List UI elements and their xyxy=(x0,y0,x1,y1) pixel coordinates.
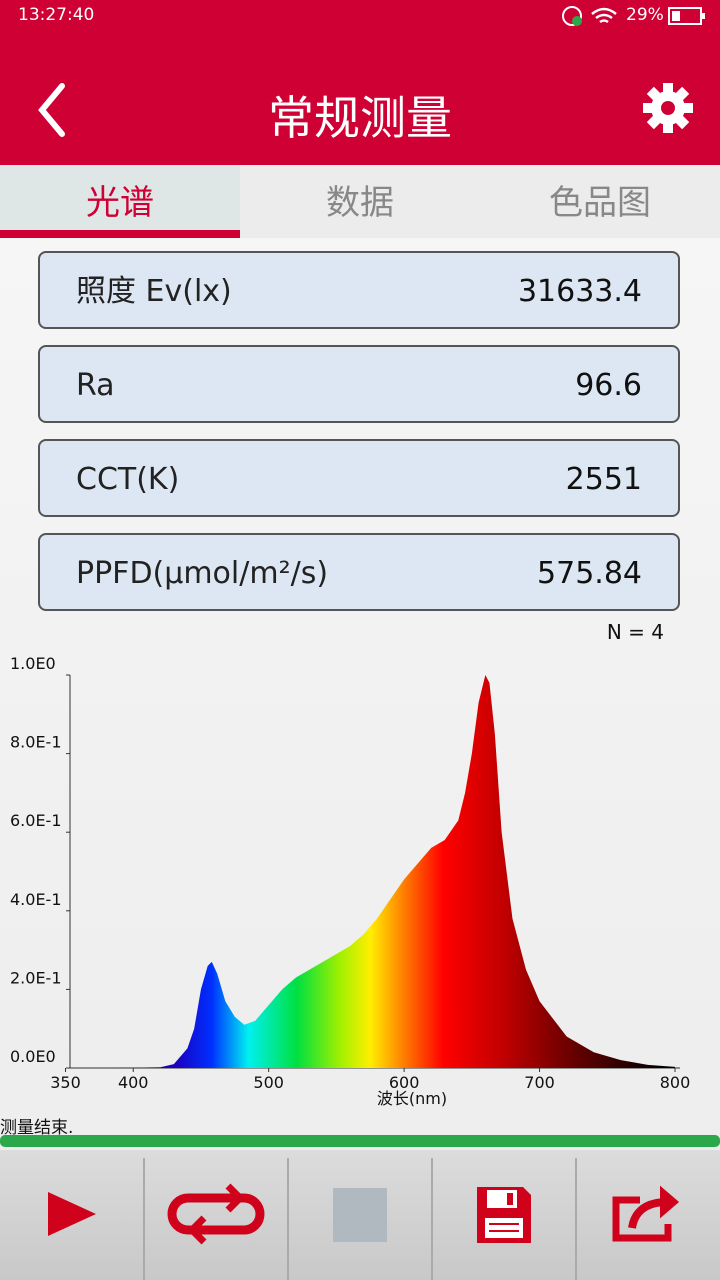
x-tick-label: 700 xyxy=(524,1073,555,1092)
measurement-label: Ra xyxy=(76,368,115,403)
measurement-label: CCT(K) xyxy=(76,462,180,497)
measurement-row: CCT(K) 2551 xyxy=(38,439,680,517)
tab[interactable]: 光谱 xyxy=(0,165,240,238)
y-tick-label: 4.0E-1 xyxy=(10,890,62,909)
share-button[interactable] xyxy=(612,1185,680,1242)
tab[interactable]: 数据 xyxy=(326,183,394,223)
measurement-value: 31633.4 xyxy=(517,274,642,309)
measurement-row: PPFD(μmol/m²/s) 575.84 xyxy=(38,533,680,611)
save-button[interactable] xyxy=(477,1187,531,1243)
stop-button[interactable] xyxy=(333,1188,387,1242)
y-tick-label: 2.0E-1 xyxy=(10,968,62,987)
loop-button[interactable] xyxy=(167,1183,265,1245)
tab[interactable]: 色品图 xyxy=(549,183,651,223)
x-axis-label: 波长(nm) xyxy=(377,1089,447,1108)
measurement-value: 575.84 xyxy=(537,556,642,591)
spectrum-area xyxy=(106,675,676,1068)
measurement-value: 2551 xyxy=(565,462,642,497)
app-header: 13:27:40 29% 常规测量 xyxy=(0,0,720,165)
x-tick-label: 350 xyxy=(50,1073,81,1092)
y-tick-label: 0.0E0 xyxy=(10,1047,56,1066)
play-button[interactable] xyxy=(48,1192,96,1236)
tab-bar: 光谱 数据 色品图 xyxy=(0,165,720,238)
measurement-row: 照度 Ev(lx) 31633.4 xyxy=(38,251,680,329)
measurement-value: 96.6 xyxy=(575,368,642,403)
battery-level: 29% xyxy=(626,5,664,25)
toolbar xyxy=(0,1150,720,1280)
page-title: 常规测量 xyxy=(268,91,452,145)
back-button[interactable] xyxy=(30,80,80,140)
sample-count: N = 4 xyxy=(606,620,664,644)
battery-icon xyxy=(668,7,705,25)
y-tick-label: 8.0E-1 xyxy=(10,733,62,752)
progress-bar xyxy=(0,1135,720,1147)
x-tick-label: 800 xyxy=(660,1073,691,1092)
status-message: 测量结束. xyxy=(0,1118,74,1138)
status-icons xyxy=(562,6,617,26)
measurement-row: Ra 96.6 xyxy=(38,345,680,423)
measurement-label: PPFD(μmol/m²/s) xyxy=(76,556,329,591)
x-tick-label: 600 xyxy=(389,1073,420,1092)
status-time: 13:27:40 xyxy=(18,5,95,25)
x-tick-label: 400 xyxy=(118,1073,149,1092)
spectrum-chart: 波长(nm) 0.0E0 2.0E-1 4.0E-1 6.0E-1 8.0E-1 1.0E… xyxy=(10,654,691,1108)
measurement-label: 照度 Ev(lx) xyxy=(76,274,232,309)
settings-button[interactable] xyxy=(640,80,696,136)
x-tick-label: 500 xyxy=(253,1073,284,1092)
y-tick-label: 1.0E0 xyxy=(10,654,56,673)
y-tick-label: 6.0E-1 xyxy=(10,811,62,830)
